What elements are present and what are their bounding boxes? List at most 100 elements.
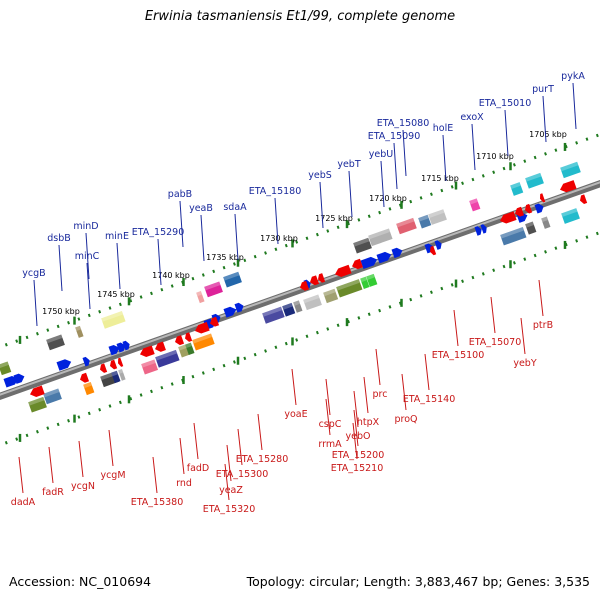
forward-gene-box [46,334,65,351]
reverse-gene-label-leader [226,444,232,482]
forward-gene-arrow [223,306,237,318]
reverse-gene-label: fadD [187,463,210,474]
reverse-gene-box [500,227,527,246]
forward-gene-label: sdaA [223,202,247,213]
forward-gene-label: ycgB [22,268,45,279]
forward-gene-arrow [391,247,403,259]
reverse-gene-label: ETA_15210 [331,463,384,474]
forward-gene-arrow [474,226,482,236]
reverse-gene-label: fadR [42,487,64,498]
scale-tick-label: 1735 kbp [206,253,244,262]
forward-gene-label-leader [86,262,91,310]
reverse-gene-box [43,388,62,405]
forward-gene-arrow [534,203,544,214]
reverse-gene-arrow [80,372,90,383]
forward-gene-label-leader [33,279,38,327]
upper-scale-rail [0,132,600,349]
reverse-gene-label: htpX [357,417,380,428]
forward-gene-label-leader [200,214,205,262]
reverse-gene-box [185,342,195,355]
forward-gene-label: ETA_15010 [479,98,532,109]
forward-leader-lines [33,82,577,327]
reverse-gene-arrow [300,280,310,291]
reverse-gene-arrow [185,332,193,342]
reverse-gene-arrow [100,363,108,373]
reverse-gene-label-leader [401,373,407,411]
reverse-genes [28,180,588,413]
forward-gene-label: ETA_15290 [132,227,185,238]
forward-gene-label-leader [393,142,398,190]
forward-gene-box [396,217,417,235]
forward-gene-label-leader [348,170,353,218]
forward-gene-box [428,209,447,225]
forward-gene-box [0,361,12,376]
forward-gene-box [368,228,393,247]
forward-gene-arrow [13,373,25,384]
reverse-gene-label: yebO [346,431,371,442]
forward-gene-box [353,237,372,254]
forward-gene-box [510,182,524,196]
forward-gene-label-leader [542,95,547,143]
forward-gene-label: pykA [561,71,585,82]
reverse-gene-label: cspC [319,419,342,430]
forward-gene-box [101,310,126,329]
forward-gene-label-leader [179,200,184,248]
forward-gene-label-leader [319,181,324,229]
reverse-gene-arrow [352,258,363,270]
reverse-gene-label-leader [152,456,158,494]
reverse-gene-arrow [30,385,45,397]
forward-gene-box [204,281,223,298]
scale-tick-labels: 1705 kbp 1710 kbp 1715 kbp 1720 kbp 1725 kbp… [42,130,567,316]
reverse-gene-box [336,279,363,298]
forward-gene-label-leader [504,109,509,157]
reverse-gene-label: ETA_15070 [469,337,522,348]
forward-gene-label: yebU [369,149,393,160]
forward-gene-arrow [434,240,442,250]
reverse-gene-label: prc [373,389,388,400]
reverse-gene-box [111,370,121,384]
scale-tick-label: 1710 kbp [476,152,514,161]
reverse-gene-label-leader [375,348,381,386]
scale-tick-label: 1740 kbp [152,271,190,280]
reverse-gene-box [262,306,285,324]
forward-gene-label: purT [532,84,554,95]
reverse-gene-arrow [540,193,546,203]
reverse-gene-label-leader [538,279,544,317]
forward-gene-label-leader [85,232,90,280]
reverse-leader-lines [18,279,544,501]
forward-gene-label: dsbB [47,233,71,244]
reverse-gene-box [282,302,296,317]
reverse-gene-label-leader [48,446,54,484]
reverse-gene-label: yebY [513,358,536,369]
reverse-gene-arrow [560,180,577,193]
reverse-gene-label: ETA_15100 [432,350,485,361]
reverse-gene-arrow [430,245,437,256]
reverse-gene-label-leader [257,413,263,451]
reverse-gene-label: ycgM [100,470,125,481]
accession-text: Accession: NC_010694 [9,574,152,589]
reverse-gene-box [366,273,378,287]
forward-gene-label-leader [442,134,447,182]
reverse-gene-label-leader [18,456,24,494]
forward-gene-box [75,325,84,338]
reverse-gene-box [155,349,180,368]
forward-gene-arrow [3,375,19,388]
reverse-gene-label: ETA_15140 [403,394,456,405]
reverse-gene-arrow [110,359,118,370]
reverse-gene-label: yeaZ [219,485,243,496]
reverse-gene-label-leader [291,368,297,406]
forward-gene-label-leader [471,123,476,171]
reverse-gene-arrow [580,194,588,204]
reverse-gene-arrow [155,341,166,352]
forward-gene-arrow [82,356,90,367]
reverse-gene-label-leader [424,353,430,391]
forward-gene-label: yebS [308,170,332,181]
forward-gene-arrow [360,256,378,270]
reverse-gene-box [323,288,339,304]
reverse-gene-label: ETA_15320 [203,504,256,515]
reverse-gene-label-leader [78,440,84,478]
reverse-gene-label-leader [352,422,358,460]
reverse-gene-box [118,368,126,381]
reverse-gene-box [360,276,370,290]
forward-gene-label: exoX [460,112,484,123]
